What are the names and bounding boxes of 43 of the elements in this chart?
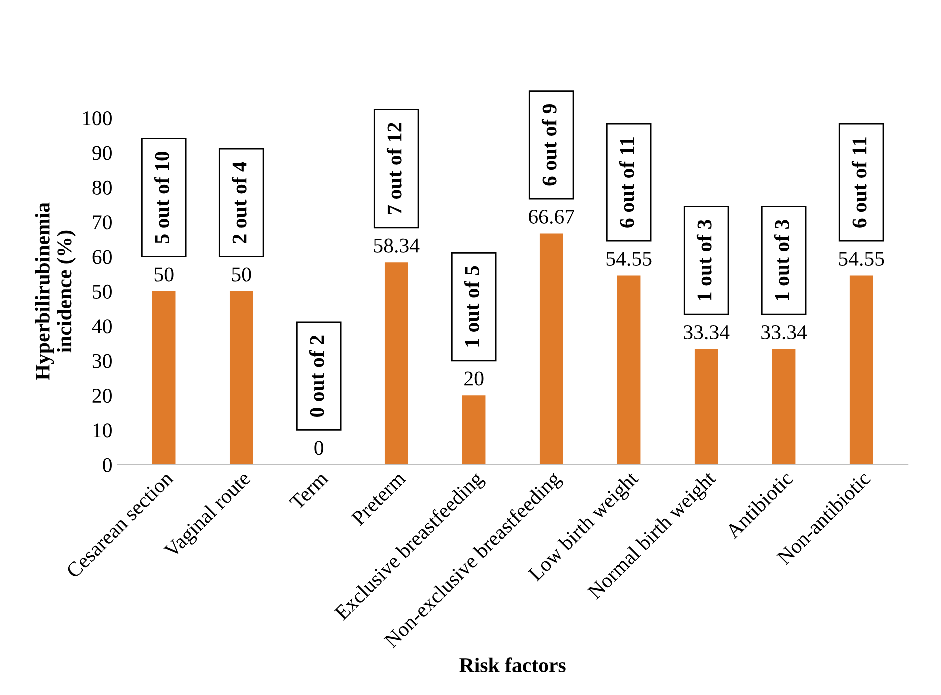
bar: [694, 349, 718, 465]
data-label: 58.34: [374, 238, 420, 253]
annotation: 6 out of 11: [852, 138, 867, 228]
annotation: 2 out of 4: [232, 162, 247, 244]
data-label: 0: [314, 441, 324, 456]
data-label: 50: [154, 268, 174, 282]
bar: [462, 396, 486, 465]
annotation: 1 out of 3: [774, 220, 790, 300]
data-label: 33.34: [684, 326, 730, 340]
bar: [772, 349, 796, 465]
y-axis-title: Hyperbilirubinemia incidence (%): [35, 202, 76, 380]
data-label: 54.55: [839, 252, 884, 266]
data-label: 54.55: [606, 252, 652, 266]
annotation: 5 out of 10: [154, 152, 170, 244]
bar: [230, 292, 254, 465]
annotation: 6 out of 11: [619, 138, 634, 228]
y-tick-label: 20: [92, 388, 112, 404]
annotation: 1 out of 3: [696, 220, 712, 300]
bar: [617, 276, 641, 465]
y-tick-label: 30: [92, 354, 112, 368]
data-label: 33.34: [762, 326, 808, 340]
bar: [384, 262, 408, 465]
y-tick-label: 40: [92, 320, 112, 334]
x-axis-title: Risk factors: [460, 658, 566, 673]
annotation: 6 out of 9: [542, 104, 557, 186]
data-label: 66.67: [529, 210, 574, 224]
y-tick-label: 100: [83, 112, 112, 126]
y-tick-label: 0: [103, 458, 112, 472]
y-tick-label: 50: [93, 284, 112, 299]
annotation: 1 out of 5: [464, 266, 480, 347]
y-tick-label: 90: [92, 146, 112, 160]
y-tick-label: 70: [93, 216, 112, 230]
annotation: 0 out of 2: [309, 336, 324, 417]
x-tick-label: Term: [289, 470, 330, 511]
annotation: 7 out of 12: [386, 123, 402, 214]
y-tick-label: 10: [94, 424, 112, 438]
data-label: 50: [232, 268, 252, 282]
bar: [152, 292, 176, 465]
y-tick-label: 60: [92, 250, 112, 264]
y-tick-label: 80: [92, 180, 112, 195]
bar: [850, 276, 874, 465]
bar: [540, 234, 564, 465]
data-label: 20: [464, 372, 484, 386]
